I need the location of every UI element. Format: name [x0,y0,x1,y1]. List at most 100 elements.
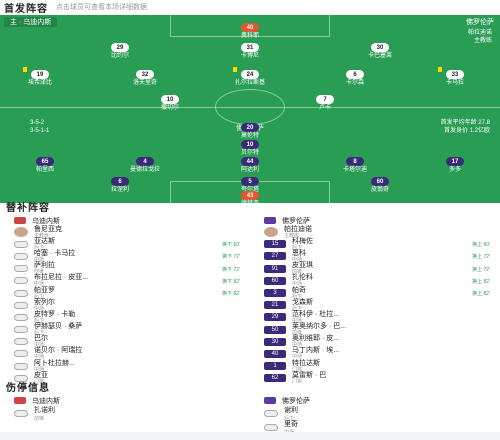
home-sub-row[interactable]: 鲁尼亚克 主教练 [0,226,250,239]
away-player[interactable]: 60 皮翁奇 [350,177,410,194]
player-name: 卡博尼 [240,53,259,59]
home-player[interactable]: 40 奥科耶 [220,23,280,40]
home-sub-row[interactable]: 皮特罗 · 卡勒 后卫 [0,311,250,324]
sub-position: 中场 [292,281,303,288]
home-player[interactable]: 19 埃希泽比 [10,67,70,87]
sub-info: 帕拉迪诺 主教练 [284,226,312,239]
away-sub-row[interactable]: 40 马丁内斯 · 埃... 中场 [250,347,500,360]
sub-number: 50 [264,325,286,334]
away-player[interactable]: 20 莫伦特 [220,123,280,140]
home-sub-row[interactable]: 帕亚罗 后卫 换下 82' [0,286,250,300]
away-sub-row[interactable]: 62 莫雷斯 · 巴门将 [250,371,500,385]
home-sub-row[interactable]: 布拉尼拉 · 皮亚... 中场 换下 82' [0,274,250,287]
home-sub-row[interactable]: 索列尔 中场 [0,299,250,312]
player-name: 多多 [448,167,461,173]
home-player[interactable]: 32 洛夫里奇 [115,70,175,87]
team-shirt-icon [14,277,28,285]
footer-bar [0,432,500,440]
away-subs-list: 佛罗伦萨 帕拉迪诺 主教练 15 科梅佐 后卫 换上 60' 27 恩科 中场 换上 72' 91 皮… [250,215,500,397]
home-player[interactable]: 7 卢卡 [295,95,355,112]
away-sub-row[interactable]: 15 科梅佐 后卫 换上 60' [250,238,500,251]
away-player[interactable]: 65 帕里西 [15,157,75,174]
away-team-logo-icon [264,397,276,404]
home-player[interactable]: 31 卡博尼 [220,43,280,60]
home-injury-team-name: 乌迪内斯 [32,397,60,405]
away-sub-row[interactable]: 60 扎伦科 中场 换上 82' [250,274,500,288]
away-player[interactable]: 4 曼德拉戈拉 [115,157,175,174]
away-sub-row[interactable]: 91 皮亚琪 前锋 换上 72' [250,262,500,275]
sub-position: 后卫 [292,244,303,251]
home-player[interactable]: 33 卡马拉 [425,67,485,87]
shirt-number: 19 [31,70,49,79]
home-sub-row[interactable]: 萨利拉 前锋 换下 72' [0,262,250,275]
shirt-number: 10 [161,95,179,104]
home-sub-row[interactable]: 亚达斯 后卫 换下 60' [0,238,250,251]
home-player[interactable]: 6 卡尔森 [325,70,385,87]
shirt-number: 24 [241,70,259,79]
sub-time: 换上 72' [472,254,490,261]
sub-info: 戈森斯 后卫 [292,299,313,312]
player-name: 莫伦特 [240,133,259,139]
away-sub-row[interactable]: 3 帕奇 后卫 换上 82' [250,286,500,300]
sub-number: 15 [264,240,286,249]
sub-number: 3 [264,289,286,298]
away-sub-row[interactable]: 50 莱奥纳尔多 · 巴... 前锋 [250,323,500,337]
away-sub-row[interactable]: 21 戈森斯 后卫 [250,299,500,312]
away-player[interactable]: 8 卡塔尔迪 [325,157,385,174]
away-team-logo-icon [264,217,276,224]
away-player[interactable]: 44 阿达利 [220,157,280,174]
away-sub-row[interactable]: 29 范科伊 · 杜拉... 中场 [250,311,500,324]
away-injury-team: 佛罗伦萨 [250,395,500,406]
shirt-number: 30 [371,43,389,52]
sub-name: 莱奥纳尔多 · 巴... [292,323,347,331]
sub-name: 莫雷斯 · 巴 [292,371,327,379]
home-injury-row[interactable]: 扎诺利 前锋 [0,406,250,422]
away-sub-row[interactable]: 30 奥利维耶 · 皮... 中场 [250,335,500,348]
away-sub-row[interactable]: 27 恩科 中场 换上 72' [250,250,500,263]
home-player[interactable]: 29 比约尔 [90,43,150,60]
sub-position: 门将 [292,378,303,385]
away-sub-row[interactable]: 1 特拉达斯 门将 [250,360,500,373]
sub-time: 换下 60' [222,242,240,249]
team-shirt-icon [264,423,278,431]
sub-position: 门将 [34,378,45,385]
sub-info: 阿卜杜拉赫... 中场 [34,360,75,373]
sub-info: 鲁尼亚克 主教练 [34,226,62,239]
sub-name: 诺贝尔 · 阿瑞拉 [34,347,83,355]
sub-name: 帕亚罗 [34,286,55,294]
away-injury-row[interactable]: 谢利 后卫 [250,406,500,422]
player-name: 卡尔森 [345,80,364,86]
coach-avatar [264,227,278,238]
away-player[interactable]: 6 拉涅利 [90,177,150,194]
home-sub-row[interactable]: 伊赫瑟贝 · 桑萨 后卫 [0,323,250,336]
home-player[interactable]: 10 撒切尔 [140,95,200,112]
home-sub-row[interactable]: 阿卜杜拉赫... 中场 [0,360,250,373]
team-shirt-icon [14,409,28,417]
away-player[interactable]: 10 贝尔特 [220,140,280,157]
away-team-label[interactable]: 佛罗伦萨 [466,19,494,26]
home-team-bar[interactable]: 主 · 乌迪内斯 [4,17,58,27]
home-sub-row[interactable]: 诺贝尔 · 阿瑞拉 中场 [0,347,250,360]
sub-position: 前锋 [292,330,303,337]
sub-info: 皮亚 门将 [34,372,48,385]
away-player[interactable]: 5 夸尔塔 [220,177,280,194]
home-sub-row[interactable]: 皮亚 门将 [0,372,250,385]
shirt-number: 5 [241,177,259,186]
home-sub-row[interactable]: 巴尔 中场 [0,335,250,348]
home-player[interactable]: 24 扎尔拉斯基 [220,67,280,87]
football-pitch: 主 · 乌迪内斯 佛罗伦萨 帕拉迪诺 主教练 3-5-2 3-5-1-1 首发平… [0,15,500,203]
sub-time: 换上 72' [472,266,490,273]
shirt-number: 33 [446,70,464,79]
away-player[interactable]: 43德赫亚 [220,191,280,203]
sub-time: 换下 72' [222,266,240,273]
sub-name: 皮特罗 · 卡勒 [34,310,76,318]
sub-name: 帕奇 [292,286,306,294]
home-player[interactable]: 30 卡巴塞莱 [350,43,410,60]
sub-info: 巴尔 中场 [34,335,48,348]
shirt-number: 4 [136,157,154,166]
home-sub-row[interactable]: 哈塞 · 卡马拉 中场 换下 72' [0,250,250,263]
sub-position: 中场 [34,256,45,263]
away-player[interactable]: 17 多多 [425,157,485,174]
away-sub-row[interactable]: 帕拉迪诺 主教练 [250,226,500,239]
sub-info: 皮特罗 · 卡勒 后卫 [34,311,75,324]
